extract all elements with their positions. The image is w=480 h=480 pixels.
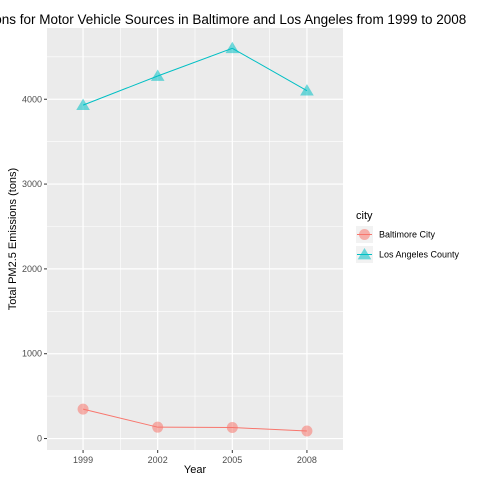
legend-label-los-angeles-county: Los Angeles County	[379, 250, 460, 260]
grid-minor	[47, 28, 343, 450]
series-line-baltimore-city	[82, 408, 307, 432]
legend-label-baltimore-city: Baltimore City	[379, 230, 436, 240]
y-axis-title: Total PM2.5 Emissions (tons)	[7, 168, 19, 310]
chart-title: ssions for Motor Vehicle Sources in Balt…	[0, 12, 466, 27]
data-point-los-angeles-county	[300, 84, 314, 96]
x-tick-label: 2002	[148, 455, 168, 465]
data-point-los-angeles-county	[225, 41, 240, 54]
data-point-baltimore-city	[77, 403, 89, 415]
data-point-los-angeles-county	[150, 69, 165, 81]
x-axis-title: Year	[184, 464, 207, 476]
y-tick-label: 2000	[22, 264, 42, 274]
x-axis: 1999 2002 2005 2008	[73, 450, 317, 465]
data-point-los-angeles-county	[76, 98, 90, 110]
y-tick-label: 0	[37, 434, 42, 444]
x-tick-label: 2005	[222, 455, 242, 465]
data-point-baltimore-city	[226, 422, 238, 434]
x-tick-label: 2008	[297, 455, 317, 465]
legend-key-marker-baltimore-city	[359, 229, 370, 240]
data-point-baltimore-city	[301, 425, 313, 437]
grid-major	[47, 28, 343, 450]
y-axis: 0 1000 2000 3000 4000	[22, 94, 47, 444]
y-tick-label: 3000	[22, 179, 42, 189]
y-tick-label: 4000	[22, 94, 42, 104]
x-tick-label: 1999	[73, 455, 93, 465]
legend: city Baltimore City Los Angeles County	[356, 210, 460, 263]
legend-key-marker-los-angeles-county	[357, 248, 372, 260]
legend-title: city	[356, 210, 373, 222]
series-line-los-angeles-county	[82, 47, 308, 106]
data-point-baltimore-city	[152, 421, 164, 433]
y-tick-label: 1000	[22, 349, 42, 359]
series-layer	[76, 41, 314, 437]
